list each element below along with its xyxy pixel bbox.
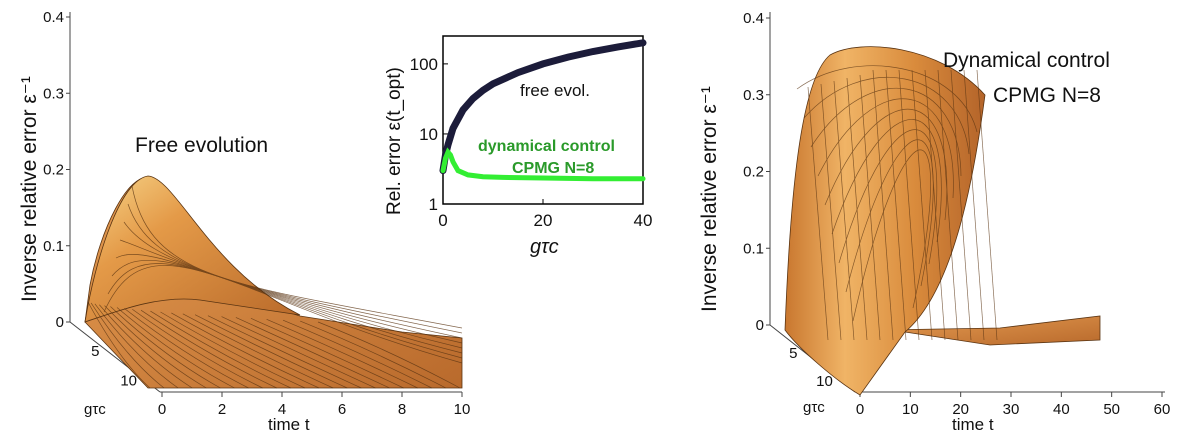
right-mesh-line [846,77,868,341]
left-x-axis-label: time t [268,415,310,434]
left-surface-chart: 0 0.1 0.2 0.3 0.4 Inverse relative error ε⁻¹… [18,9,470,434]
right-mesh-line [963,69,985,341]
right-y-tick-label: 10 [816,373,833,390]
left-y-tick-label: 10 [120,372,137,389]
right-surface-ridge [784,46,986,396]
left-x-tick-label: 4 [278,401,286,418]
right-mesh-line [824,109,948,221]
right-mesh-line [838,129,938,265]
left-mesh-line [194,314,348,389]
left-mesh-line [207,315,362,389]
right-z-tick-label: 0.4 [743,10,764,27]
inset-annotation-dd: dynamical control [478,138,615,155]
left-mesh-line [132,308,263,389]
right-mesh-line [845,139,934,293]
left-y-axis-label: gτc [84,401,106,418]
inset-y-axis-label: Rel. error ε(t_opt) [384,67,405,215]
right-mesh-line [911,69,933,341]
right-mesh-line [820,83,842,341]
inset-series-dynamical-control [440,147,646,182]
right-mesh-line [937,69,959,341]
left-mesh-line [282,319,432,389]
inset-x-tick-label: 0 [438,211,447,230]
right-y-axis-label: gτc [803,399,825,416]
inset-y-tick-label: 10 [419,125,438,144]
left-mesh-line [300,320,447,389]
left-mesh-line [90,302,165,389]
inset-annotation-free: free evol. [520,81,590,100]
right-z-tick-label: 0.1 [743,240,764,257]
right-x-tick-label: 60 [1154,401,1171,418]
right-mesh-line [807,86,829,341]
right-mesh-line [852,149,932,322]
left-mesh-line [266,318,418,389]
right-x-axis-label: time t [952,415,994,434]
left-x-tick-label: 0 [158,401,166,418]
left-mesh-line [235,317,390,389]
right-z-tick-label: 0 [756,317,764,334]
right-z-tick-label: 0.2 [743,164,764,181]
right-z-tick-label: 0.3 [743,87,764,104]
left-mesh-line [99,304,193,389]
left-z-tick-label: 0.4 [43,9,64,26]
left-z-tick-label: 0.3 [43,85,64,102]
right-x-tick-label: 10 [902,401,919,418]
left-mesh-line [221,316,376,389]
left-x-tick-label: 6 [338,401,346,418]
left-mesh-line [171,312,320,389]
right-y-tick-label: 5 [789,345,797,362]
left-mesh-line [140,309,277,389]
inset-y-tick-label: 100 [410,55,438,74]
left-title: Free evolution [135,134,268,157]
right-mesh-line [885,69,907,341]
left-mesh-line [104,305,207,389]
right-mesh-line [817,98,954,199]
inset-x-tick-label: 40 [634,211,653,230]
right-mesh-line [976,69,998,341]
left-mesh-line [124,308,249,389]
right-x-tick-label: 20 [952,401,969,418]
left-mesh-line [94,303,179,389]
right-mesh-line [803,76,970,155]
inset-line-chart: 0 20 40 1 10 100 Rel. error ε(t_opt) gτc free… [384,35,653,258]
right-x-tick-label: 0 [856,401,864,418]
right-x-tick-label: 40 [1053,401,1070,418]
left-mesh-line [182,313,334,389]
inset-x-axis-label: gτc [530,236,559,258]
left-mesh-line [110,306,221,389]
left-mesh-line [150,310,292,389]
left-mesh-line [131,185,463,329]
right-mesh-line [898,69,920,341]
left-z-tick-label: 0.2 [43,162,64,179]
right-z-axis-label: Inverse relative error ε⁻¹ [698,86,721,312]
right-mesh-line [833,80,855,341]
right-subtitle: CPMG N=8 [993,84,1101,107]
left-z-tick-label: 0.1 [43,238,64,255]
inset-y-tick-label: 1 [429,195,438,214]
right-mesh-line [859,74,881,341]
left-x-tick-label: 8 [398,401,406,418]
right-x-tick-label: 30 [1003,401,1020,418]
left-z-axis-label: Inverse relative error ε⁻¹ [18,76,41,302]
inset-series-free-evol [439,39,647,175]
right-mesh-line [950,69,972,341]
left-y-tick-label: 5 [91,343,99,360]
inset-annotation-cpmg: CPMG N=8 [512,160,594,177]
right-x-tick-label: 50 [1103,401,1120,418]
right-surface-chart: 0 0.1 0.2 0.3 0.4 Inverse relative error ε⁻¹… [698,10,1170,434]
left-mesh-line [160,311,306,389]
left-mesh-line [116,307,235,389]
right-title: Dynamical control [943,49,1110,72]
left-x-tick-label: 2 [218,401,226,418]
left-mesh-line [250,318,404,389]
right-mesh-line [872,69,894,341]
left-x-tick-label: 10 [454,401,471,418]
left-z-tick-label: 0 [56,314,64,331]
left-mesh-line [317,321,461,389]
right-mesh-line [924,69,946,341]
inset-x-tick-label: 20 [534,211,553,230]
left-mesh-line [87,301,151,389]
